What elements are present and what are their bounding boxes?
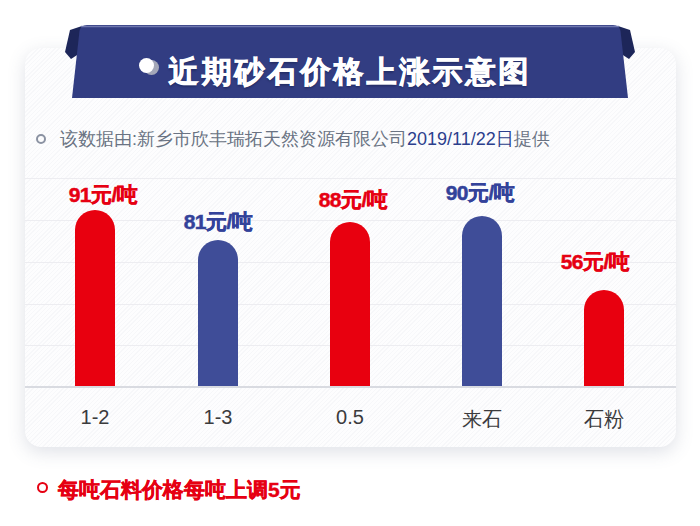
bar-1-2 — [75, 210, 115, 386]
page: 91元/吨 1-2 81元/吨 1-3 88元/吨 0.5 90元/吨来石 56元/吨石粉 近… — [0, 0, 700, 526]
price-increase-note: 每吨石料价格每吨上调5元 — [37, 476, 301, 504]
gridline — [25, 220, 676, 221]
price-increase-text: 每吨石料价格每吨上调5元 — [58, 478, 301, 501]
bar-value-label: 90元/吨 — [446, 179, 515, 207]
bar-value-label: 88元/吨 — [319, 186, 388, 214]
x-axis-label: 1-3 — [204, 406, 233, 429]
bar-value-label: 56元/吨 — [561, 248, 630, 276]
x-axis-label: 石粉 — [584, 406, 624, 433]
data-source-text: 该数据由:新乡市欣丰瑞拓天然资源有限公司2019/11/22日提供 — [60, 129, 550, 149]
banner-ribbon: 近期砂石价格上涨示意图 — [60, 20, 640, 100]
data-source-note: 该数据由:新乡市欣丰瑞拓天然资源有限公司2019/11/22日提供 — [36, 127, 550, 151]
gridline — [25, 178, 676, 179]
bar-石粉 — [584, 290, 624, 386]
bar-value-label: 81元/吨 — [184, 208, 253, 236]
x-axis-label: 0.5 — [336, 406, 364, 429]
chart-card: 91元/吨 1-2 81元/吨 1-3 88元/吨 0.5 90元/吨来石 56元/吨石粉 — [25, 48, 676, 447]
bar-value-label: 91元/吨 — [69, 181, 138, 209]
x-axis-label: 来石 — [462, 406, 502, 433]
bar-1-3 — [198, 240, 238, 386]
bar-来石 — [462, 216, 502, 386]
x-axis-line — [25, 386, 676, 388]
x-axis-label: 1-2 — [81, 406, 110, 429]
circle-marker-icon — [37, 482, 48, 493]
page-title: 近期砂石价格上涨示意图 — [60, 52, 640, 93]
bar-0.5 — [330, 222, 370, 386]
circle-marker-icon — [36, 134, 46, 144]
